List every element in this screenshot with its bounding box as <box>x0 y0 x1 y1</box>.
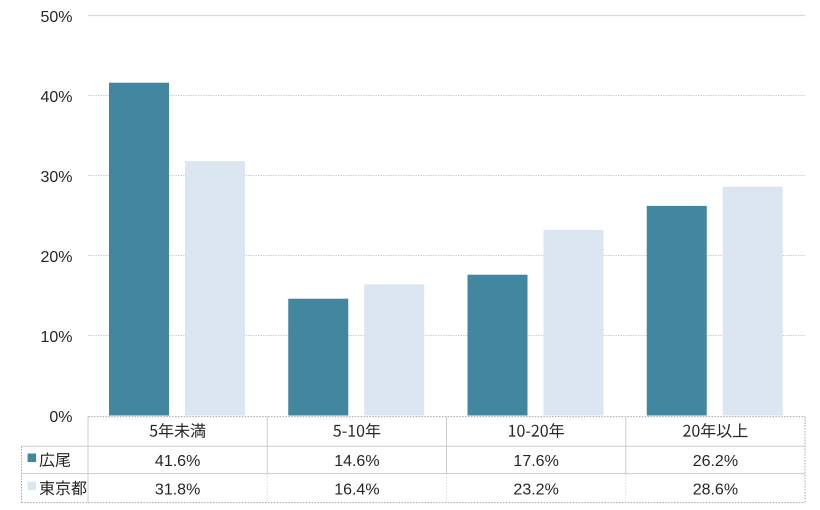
svg-text:10%: 10% <box>40 329 72 346</box>
svg-text:17.6%: 17.6% <box>513 453 558 470</box>
svg-text:41.6%: 41.6% <box>155 453 200 470</box>
svg-text:26.2%: 26.2% <box>693 453 738 470</box>
svg-text:31.8%: 31.8% <box>155 481 200 498</box>
svg-text:40%: 40% <box>40 89 72 106</box>
svg-text:20%: 20% <box>40 249 72 266</box>
svg-text:16.4%: 16.4% <box>334 481 379 498</box>
svg-text:28.6%: 28.6% <box>693 481 738 498</box>
svg-text:14.6%: 14.6% <box>334 453 379 470</box>
svg-text:0%: 0% <box>49 409 72 426</box>
svg-text:23.2%: 23.2% <box>513 481 558 498</box>
svg-text:30%: 30% <box>40 169 72 186</box>
svg-text:50%: 50% <box>40 9 72 26</box>
